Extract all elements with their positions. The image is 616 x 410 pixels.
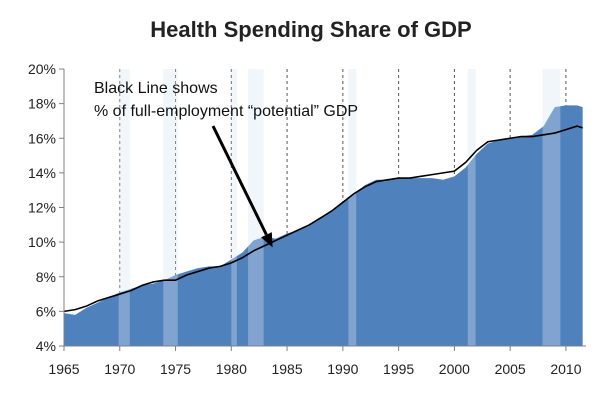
recession-band bbox=[231, 69, 237, 346]
recession-band bbox=[118, 69, 130, 346]
recession-highlight bbox=[248, 69, 264, 346]
y-tick-label: 12% bbox=[28, 200, 56, 216]
recession-highlight bbox=[467, 69, 476, 346]
y-tick-label: 8% bbox=[36, 269, 56, 285]
x-tick-label: 2005 bbox=[495, 361, 526, 377]
annotation-line-2: % of full-employment “potential” GDP bbox=[94, 103, 358, 120]
y-tick-label: 10% bbox=[28, 234, 56, 250]
x-tick-label: 2010 bbox=[550, 361, 581, 377]
y-tick-label: 14% bbox=[28, 165, 56, 181]
recession-highlight bbox=[542, 69, 561, 346]
x-tick-label: 1995 bbox=[383, 361, 414, 377]
x-tick-label: 1970 bbox=[104, 361, 135, 377]
axes bbox=[59, 68, 586, 351]
annotation-arrow bbox=[211, 125, 268, 236]
recession-highlight bbox=[163, 69, 178, 346]
annotation: Black Line shows % of full-employment “p… bbox=[94, 80, 358, 248]
x-tick-label: 1965 bbox=[48, 361, 79, 377]
area-series-layer bbox=[64, 69, 583, 346]
x-tick-label: 1990 bbox=[327, 361, 358, 377]
line-series-layer bbox=[63, 125, 583, 313]
y-tick-label: 6% bbox=[36, 303, 56, 319]
line-series bbox=[63, 125, 583, 313]
y-tick-label: 4% bbox=[36, 338, 56, 354]
y-tick-label: 20% bbox=[28, 61, 56, 77]
chart-title: Health Spending Share of GDP bbox=[150, 17, 471, 42]
x-tick-label: 1985 bbox=[271, 361, 302, 377]
recession-highlight bbox=[231, 69, 237, 346]
area-series bbox=[64, 105, 583, 346]
recession-highlight bbox=[118, 69, 130, 346]
y-tick-label: 18% bbox=[28, 96, 56, 112]
y-tick-labels: 4% 6% 8% 10% 12% 14% 16% 18% 20% bbox=[28, 61, 56, 354]
x-tick-label: 2000 bbox=[439, 361, 470, 377]
x-tick-label: 1975 bbox=[160, 361, 191, 377]
y-tick-label: 16% bbox=[28, 130, 56, 146]
recession-highlight bbox=[348, 69, 357, 346]
annotation-line-1: Black Line shows bbox=[94, 80, 218, 97]
x-tick-labels: 1965 1970 1975 1980 1985 1990 1995 2000 2005 2010 bbox=[48, 361, 581, 377]
plot-area bbox=[63, 69, 586, 346]
annotation-arrow-head bbox=[261, 232, 273, 248]
x-tick-label: 1980 bbox=[216, 361, 247, 377]
